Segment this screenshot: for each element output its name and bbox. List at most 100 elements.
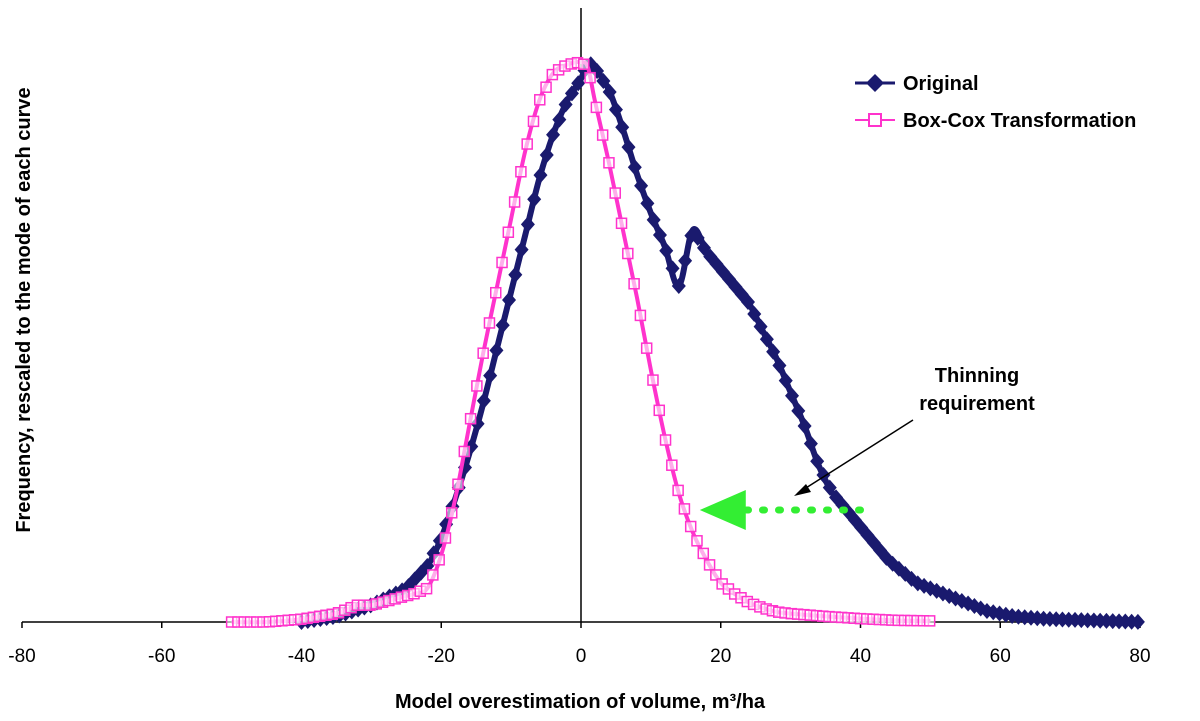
x-tick-label--80: -80: [8, 646, 35, 667]
data-point: [521, 138, 533, 150]
legend-boxcox-label: Box-Cox Transformation: [903, 110, 1136, 132]
data-point: [747, 306, 762, 322]
legend-boxcox-marker: [868, 113, 882, 127]
data-point: [452, 478, 464, 490]
data-point: [627, 159, 642, 176]
legend-original-marker: [866, 74, 884, 92]
data-point: [546, 126, 561, 143]
data-point: [652, 227, 667, 244]
data-point: [458, 445, 471, 458]
data-point: [621, 139, 636, 156]
data-point: [590, 101, 603, 114]
data-point: [496, 256, 508, 269]
x-tick-label--20: -20: [428, 646, 455, 667]
thinning-annotation: [699, 419, 914, 530]
data-point: [539, 146, 554, 163]
data-point: [527, 115, 540, 128]
data-point: [608, 101, 623, 118]
plot-area: -80 -60 -40 -20 0 20 40 60 80: [8, 8, 1151, 667]
data-point: [659, 242, 674, 259]
data-point: [691, 535, 703, 547]
data-point: [778, 372, 793, 389]
data-point: [552, 111, 567, 128]
data-point: [772, 357, 787, 374]
data-point: [697, 547, 710, 560]
data-point: [578, 58, 590, 70]
data-point: [527, 191, 542, 208]
data-point: [464, 412, 477, 425]
data-point: [502, 226, 515, 238]
x-tick-label-0: 0: [576, 646, 587, 667]
data-point: [514, 241, 529, 258]
data-point: [797, 418, 812, 434]
data-point: [803, 435, 818, 452]
thinning-label-line2: requirement: [919, 393, 1035, 415]
data-point: [672, 484, 684, 497]
data-point: [785, 387, 800, 404]
legend: Original Box-Cox Transformation: [855, 73, 1136, 132]
data-point: [622, 247, 634, 260]
data-point: [489, 342, 504, 359]
data-point: [615, 217, 628, 230]
data-point: [445, 507, 458, 519]
data-point: [483, 317, 496, 329]
data-point: [476, 392, 491, 409]
data-point: [427, 569, 439, 581]
data-point: [558, 96, 573, 113]
data-point: [647, 374, 659, 386]
data-point: [571, 75, 586, 92]
x-tick-label-40: 40: [850, 646, 871, 667]
x-tick-label--40: -40: [288, 646, 315, 667]
data-point: [520, 216, 535, 233]
data-point: [634, 177, 649, 194]
thinning-label-line1: Thinning: [935, 365, 1019, 387]
data-point: [495, 317, 510, 334]
data-point: [634, 309, 647, 322]
data-point: [653, 404, 666, 417]
data-point: [753, 318, 768, 335]
data-point: [596, 73, 611, 90]
data-point: [564, 85, 579, 102]
data-point: [603, 157, 615, 169]
data-point: [628, 278, 640, 290]
y-axis-title: Frequency, rescaled to the mode of each …: [13, 87, 35, 532]
data-point: [439, 532, 452, 544]
data-point: [822, 479, 837, 496]
pointer-arrowhead: [794, 484, 811, 496]
data-point: [791, 402, 806, 419]
data-point: [433, 554, 445, 566]
data-point: [665, 260, 680, 277]
x-tick-label--60: -60: [148, 646, 175, 667]
data-point: [615, 119, 630, 136]
data-point: [659, 434, 672, 446]
data-point: [533, 167, 548, 184]
data-point: [515, 166, 527, 178]
data-point: [471, 380, 483, 392]
data-point: [640, 342, 653, 354]
data-point: [646, 211, 661, 228]
data-point: [508, 266, 523, 283]
data-point: [1130, 613, 1145, 630]
data-point: [483, 367, 498, 384]
data-point: [678, 503, 691, 515]
data-point: [684, 520, 697, 533]
data-point: [534, 94, 546, 106]
data-point: [690, 229, 705, 246]
data-point: [810, 453, 825, 470]
data-point: [678, 252, 693, 269]
data-point: [640, 195, 655, 212]
series-boxcox: [225, 56, 936, 628]
data-point: [609, 187, 621, 199]
data-point: [835, 496, 850, 513]
x-tick-label-60: 60: [990, 646, 1011, 667]
data-point: [502, 292, 517, 308]
data-point: [584, 71, 596, 84]
x-tick-label-20: 20: [710, 646, 731, 667]
pointer-arrow-line: [797, 419, 914, 494]
data-point: [666, 459, 678, 471]
legend-original-label: Original: [903, 73, 979, 95]
series-original: [294, 56, 1145, 630]
data-point: [602, 83, 617, 100]
data-point: [540, 81, 552, 93]
